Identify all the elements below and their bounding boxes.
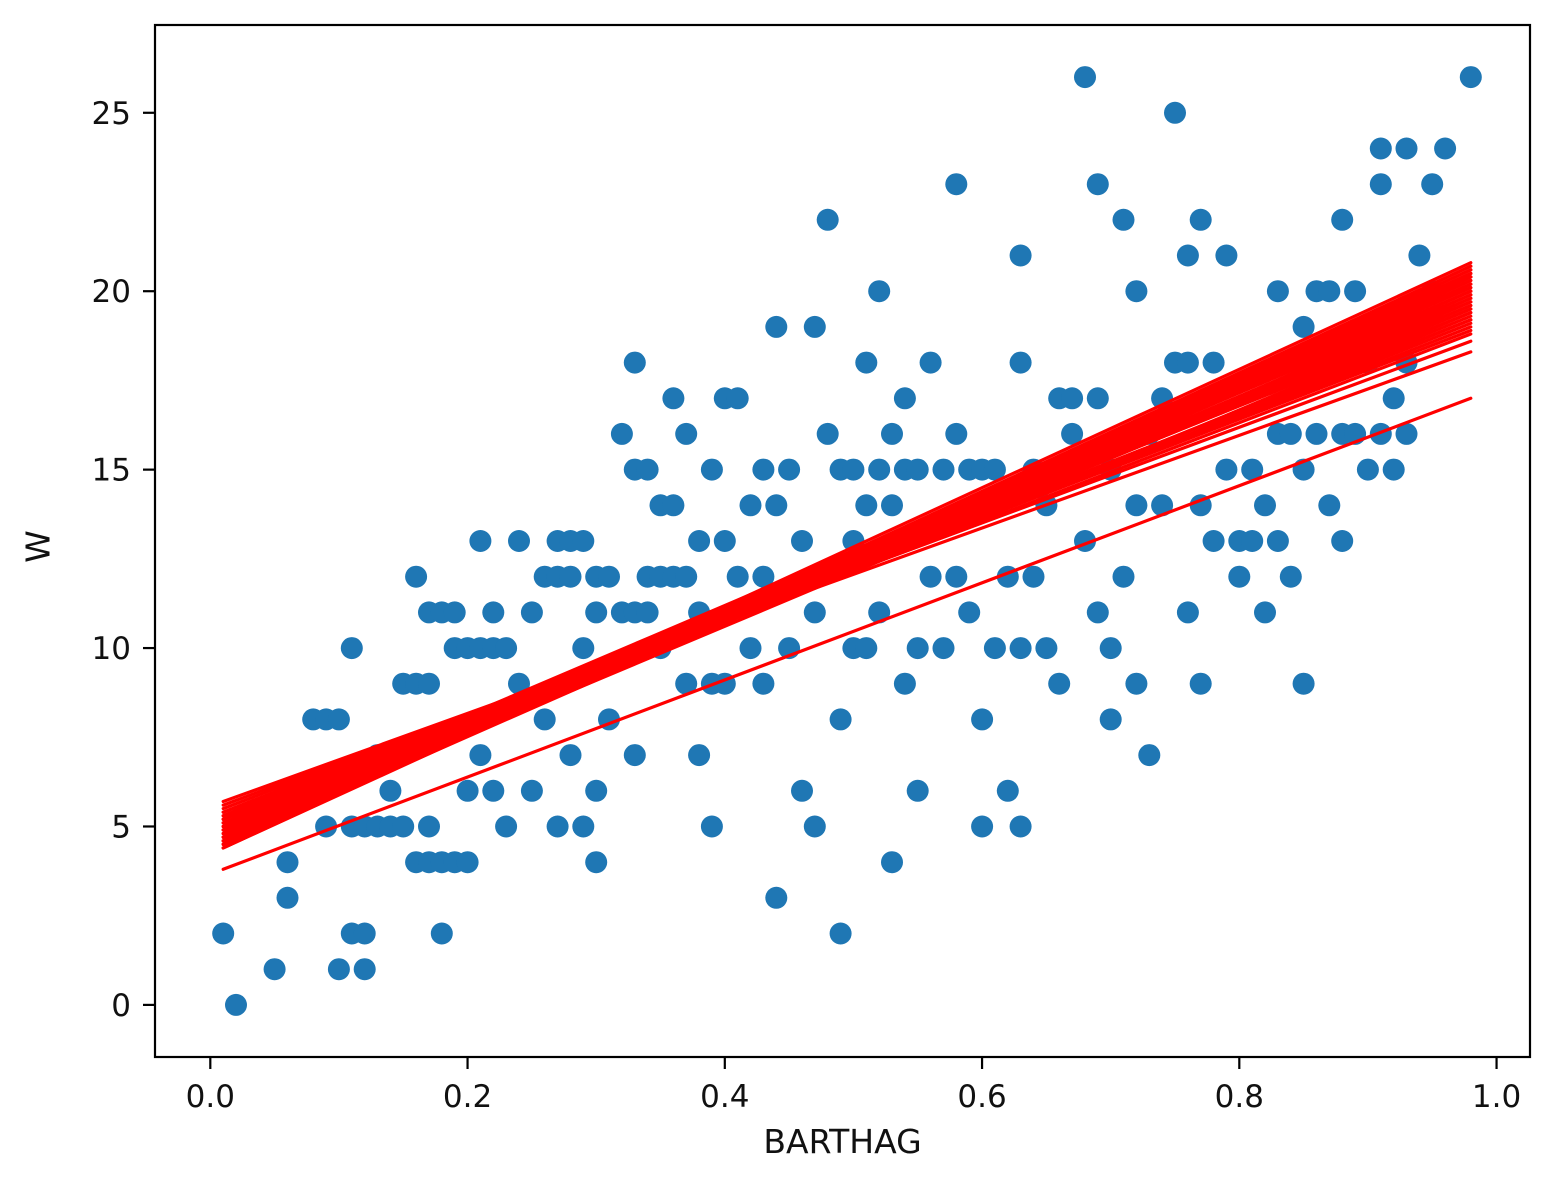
- plot-border: [153, 23, 1532, 1059]
- svg-text:0.2: 0.2: [443, 1079, 492, 1115]
- svg-text:20: 20: [92, 274, 131, 310]
- y-axis-label: W: [18, 530, 58, 563]
- svg-text:0.6: 0.6: [957, 1079, 1006, 1115]
- svg-text:5: 5: [111, 809, 131, 845]
- scatter-points: [212, 66, 1482, 1016]
- y-axis-ticks: 0 5 10 15 20 25: [92, 96, 155, 1024]
- svg-text:1.0: 1.0: [1472, 1079, 1521, 1115]
- svg-text:0.4: 0.4: [700, 1079, 749, 1115]
- svg-text:0.8: 0.8: [1215, 1079, 1264, 1115]
- svg-text:0: 0: [111, 988, 131, 1024]
- svg-text:25: 25: [92, 96, 131, 132]
- regression-line-bundle: [221, 261, 1473, 871]
- svg-text:10: 10: [92, 631, 131, 667]
- x-axis-ticks: 0.0 0.2 0.4 0.6 0.8 1.0: [186, 1057, 1521, 1115]
- svg-text:0.0: 0.0: [186, 1079, 235, 1115]
- x-axis-label: BARTHAG: [763, 1122, 922, 1161]
- svg-text:15: 15: [92, 453, 131, 489]
